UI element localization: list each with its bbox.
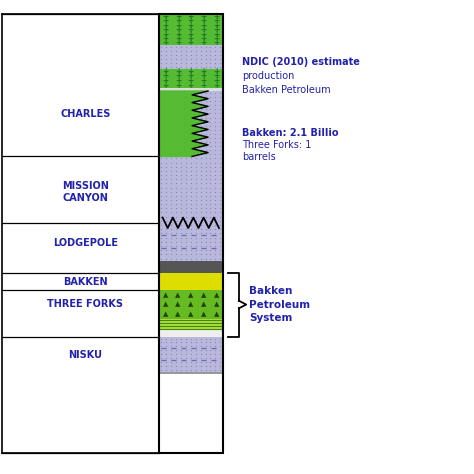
Text: ▲: ▲ [163,301,168,307]
Text: Bakken Petroleum: Bakken Petroleum [242,85,330,95]
Text: +: + [175,34,181,43]
Text: ▲: ▲ [201,311,206,317]
Text: +: + [188,25,194,34]
Text: +: + [175,16,181,25]
Text: ▲: ▲ [188,311,193,317]
Text: ▲: ▲ [188,301,193,307]
Bar [159,45,223,69]
Text: +: + [213,76,219,85]
Text: +: + [162,67,168,75]
Text: +: + [175,72,181,80]
Bar [159,330,223,337]
Bar [159,319,223,330]
Text: ▲: ▲ [214,311,219,317]
Text: production: production [242,71,294,81]
Text: ▲: ▲ [214,301,219,307]
Text: +: + [213,16,219,25]
Text: ▲: ▲ [163,311,168,317]
Text: +: + [162,21,168,30]
Bar [159,14,223,45]
Text: BAKKEN: BAKKEN [63,276,108,287]
Text: +: + [201,21,207,30]
Text: +: + [175,76,181,85]
Text: +: + [188,76,194,85]
Text: ▲: ▲ [201,301,206,307]
Text: +: + [175,21,181,30]
Text: +: + [188,29,194,38]
Bar [159,14,223,453]
Bar [159,69,223,88]
Bar [159,261,223,273]
Text: NISKU: NISKU [68,350,102,361]
Text: Bakken
Petroleum
System: Bakken Petroleum System [249,286,310,323]
Polygon shape [159,91,208,156]
Text: +: + [162,16,168,25]
Text: Three Forks: 1: Three Forks: 1 [242,139,311,150]
Text: +: + [162,29,168,38]
Bar [159,223,223,261]
Text: +: + [162,76,168,85]
Text: +: + [188,67,194,75]
Text: +: + [201,29,207,38]
Text: +: + [188,34,194,43]
Text: ▲: ▲ [175,301,181,307]
Bar [159,337,223,372]
Text: +: + [162,25,168,34]
Text: +: + [188,16,194,25]
Bar [159,372,223,374]
Text: +: + [188,12,194,21]
Text: +: + [162,34,168,43]
Text: +: + [188,21,194,30]
Text: +: + [213,34,219,43]
Text: NDIC (2010) estimate: NDIC (2010) estimate [242,56,360,67]
Text: +: + [162,38,168,47]
Text: +: + [201,67,207,75]
Text: +: + [188,38,194,47]
Text: +: + [188,81,194,90]
Text: +: + [213,67,219,75]
Text: +: + [201,38,207,47]
Text: +: + [201,16,207,25]
Text: +: + [213,72,219,80]
Text: ▲: ▲ [175,311,181,317]
Text: ▲: ▲ [214,292,219,298]
Text: CHARLES: CHARLES [60,109,110,119]
Text: +: + [213,21,219,30]
Text: +: + [201,34,207,43]
Text: +: + [175,81,181,90]
Text: +: + [213,25,219,34]
Text: +: + [213,29,219,38]
Text: ▲: ▲ [163,292,168,298]
Bar [159,88,223,91]
Text: ▲: ▲ [175,292,181,298]
Text: +: + [201,81,207,90]
Text: +: + [201,76,207,85]
Text: Bakken: 2.1 Billio: Bakken: 2.1 Billio [242,128,338,138]
Text: +: + [175,29,181,38]
Text: +: + [175,67,181,75]
Text: +: + [162,72,168,80]
Text: +: + [162,12,168,21]
Text: +: + [213,81,219,90]
Text: +: + [175,12,181,21]
Text: +: + [162,81,168,90]
Text: +: + [175,38,181,47]
Text: +: + [188,72,194,80]
Text: MISSION
CANYON: MISSION CANYON [62,181,109,203]
Text: +: + [175,25,181,34]
Text: +: + [201,12,207,21]
Text: THREE FORKS: THREE FORKS [47,299,123,310]
Text: LODGEPOLE: LODGEPOLE [53,237,118,248]
Text: +: + [201,25,207,34]
Bar [159,290,223,319]
Text: +: + [213,12,219,21]
Text: +: + [201,72,207,80]
Text: barrels: barrels [242,152,275,163]
Text: ▲: ▲ [188,292,193,298]
Bar [159,91,223,156]
Text: +: + [213,38,219,47]
Bar [159,156,223,223]
Bar [159,273,223,290]
Text: ▲: ▲ [201,292,206,298]
